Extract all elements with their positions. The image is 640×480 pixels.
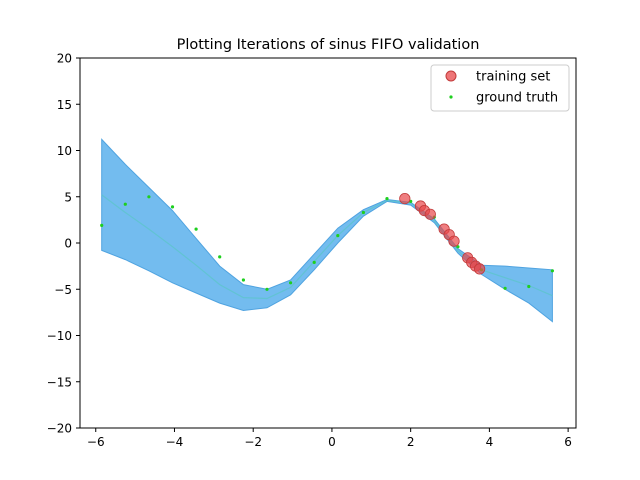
legend-box [430,64,570,112]
x-axis: −6 −4 −2 0 2 4 6 [87,428,572,449]
y-tick-label: −10 [47,329,72,343]
legend-ground-truth-marker [449,95,453,99]
x-tick-label: 6 [564,435,572,449]
y-tick-label: −20 [47,422,72,436]
legend-training-label: training set [476,70,550,85]
ground-truth-point [361,210,365,215]
uncertainty-band-layer [101,138,553,323]
ground-truth-point [241,278,245,282]
y-tick-label: 10 [57,144,72,158]
ground-truth-point [265,287,269,291]
ground-truth-point [289,281,293,285]
training-set-point [448,235,460,247]
x-tick-label: 0 [328,435,336,449]
ground-truth-point [550,269,555,273]
x-tick-label: 2 [407,435,415,449]
legend-training-marker [445,70,457,82]
ground-truth-point [336,234,340,238]
training-set-point [424,208,436,220]
ground-truth-point [123,202,127,206]
ground-truth-point [456,245,460,249]
ground-truth-point [170,205,175,209]
legend: training set ground truth [430,64,570,112]
ground-truth-point [503,286,507,290]
y-axis: −20 −15 −10 −5 0 5 10 15 20 [47,52,80,436]
x-tick-label: −2 [244,435,262,449]
x-tick-label: 4 [486,435,494,449]
training-set-point [399,193,411,205]
ground-truth-point [312,260,316,264]
uncertainty-band [101,138,553,323]
ground-truth-point [385,197,389,201]
training-set-layer [399,193,486,275]
y-tick-label: 15 [57,98,72,112]
chart-title: Plotting Iterations of sinus FIFO valida… [177,37,480,53]
x-tick-label: −4 [166,435,184,449]
ground-truth-point [218,255,222,259]
y-tick-label: 0 [64,237,72,251]
y-tick-label: 20 [57,52,72,66]
ground-truth-point [147,195,151,199]
y-tick-label: −15 [47,375,72,389]
y-tick-label: −5 [54,283,72,297]
ground-truth-point [194,227,198,231]
legend-ground-truth-label: ground truth [476,91,558,106]
ground-truth-point [100,223,104,227]
x-tick-label: −6 [87,435,105,449]
training-set-point [473,263,486,275]
y-tick-label: 5 [64,190,72,204]
ground-truth-point [527,284,531,289]
